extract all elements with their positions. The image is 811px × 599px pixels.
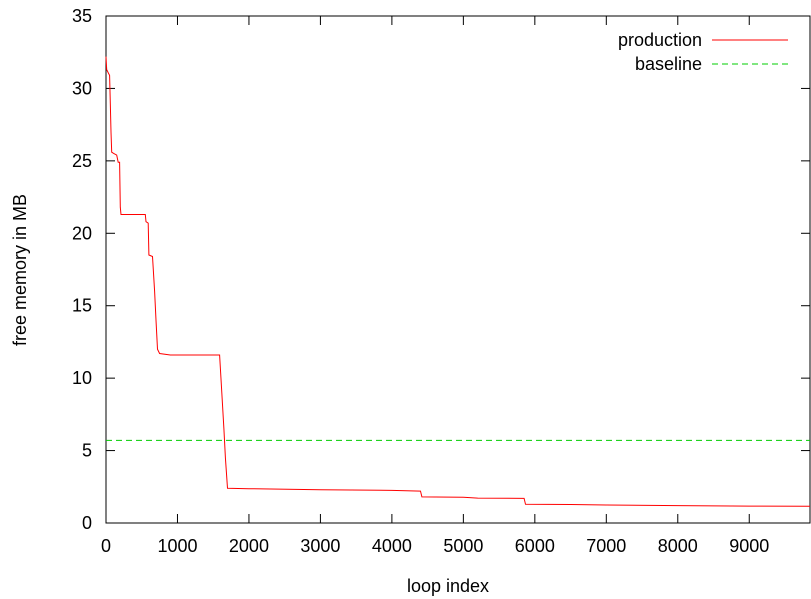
x-tick-label: 1000 bbox=[157, 536, 197, 556]
x-tick-label: 7000 bbox=[586, 536, 626, 556]
axis-ticks bbox=[105, 15, 810, 524]
legend-label-baseline: baseline bbox=[635, 54, 702, 74]
x-tick-label: 9000 bbox=[729, 536, 769, 556]
x-tick-label: 6000 bbox=[515, 536, 555, 556]
x-tick-label: 3000 bbox=[300, 536, 340, 556]
x-tick-label: 5000 bbox=[443, 536, 483, 556]
legend: production baseline bbox=[618, 30, 788, 74]
y-tick-label: 10 bbox=[72, 368, 92, 388]
x-tick-label: 2000 bbox=[229, 536, 269, 556]
x-axis-title: loop index bbox=[407, 576, 489, 596]
axis-tick-labels: 0 1000 2000 3000 4000 5000 6000 7000 8000 9000 0 5 1… bbox=[72, 6, 769, 556]
y-axis-title: free memory in MB bbox=[10, 194, 30, 346]
y-tick-label: 20 bbox=[72, 223, 92, 243]
y-tick-label: 15 bbox=[72, 296, 92, 316]
x-tick-label: 4000 bbox=[372, 536, 412, 556]
series-line-production bbox=[105, 56, 811, 507]
series-lines bbox=[105, 56, 811, 507]
x-tick-label: 0 bbox=[101, 536, 111, 556]
plot-frame bbox=[105, 15, 811, 524]
y-tick-label: 0 bbox=[82, 513, 92, 533]
legend-label-production: production bbox=[618, 30, 702, 50]
y-tick-label: 30 bbox=[72, 78, 92, 98]
y-tick-label: 35 bbox=[72, 6, 92, 26]
y-tick-label: 5 bbox=[82, 441, 92, 461]
y-tick-label: 25 bbox=[72, 151, 92, 171]
x-tick-label: 8000 bbox=[658, 536, 698, 556]
